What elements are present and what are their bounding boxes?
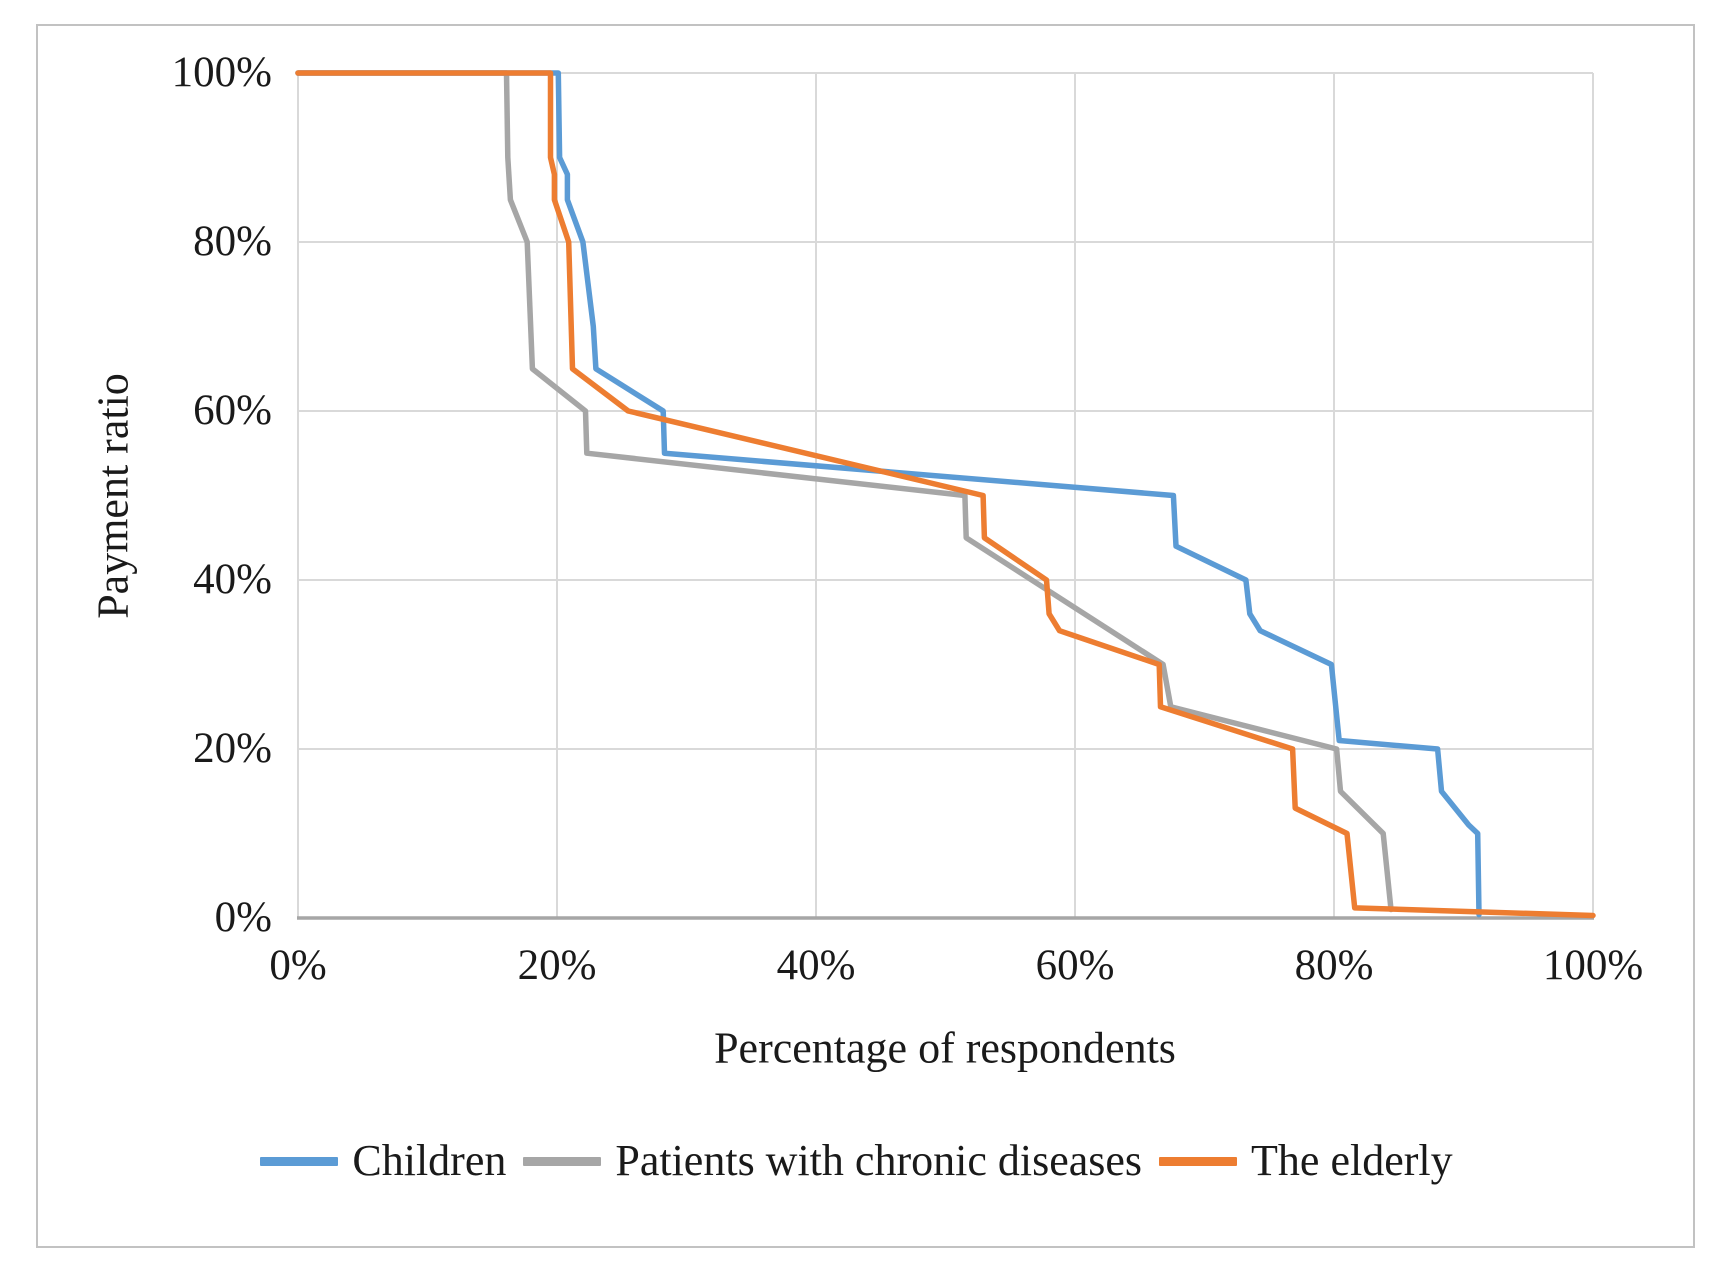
x-tick-label: 20% (517, 942, 597, 989)
legend-label-children: Children (352, 1136, 507, 1185)
chronic-patients-line-swatch (523, 1156, 602, 1166)
series-line-patients-with-chronic-diseases (295, 70, 1394, 913)
x-axis-title: Percentage of respondents (714, 1023, 1176, 1073)
series-line-the-elderly (295, 70, 1596, 919)
x-tick-label: 80% (1294, 942, 1374, 989)
y-axis-title: Payment ratio (88, 373, 138, 619)
y-tick-label: 40% (193, 556, 272, 603)
chart-frame (36, 24, 1695, 1248)
x-tick-label: 40% (776, 942, 856, 989)
y-tick-label: 100% (171, 49, 272, 96)
x-tick-label: 60% (1035, 942, 1115, 989)
x-tick-label: 0% (269, 942, 327, 989)
legend-label-chronic-patients: Patients with chronic diseases (615, 1136, 1143, 1185)
y-tick-label: 80% (193, 218, 272, 265)
legend: Children Patients with chronic diseases … (0, 1132, 1713, 1190)
legend-item-chronic-patients: Patients with chronic diseases (523, 1135, 1142, 1187)
y-tick-label: 60% (193, 387, 272, 434)
x-tick-label: 100% (1542, 942, 1644, 989)
legend-item-children: Children (260, 1135, 506, 1187)
legend-item-elderly: The elderly (1159, 1135, 1453, 1187)
elderly-line-swatch (1159, 1156, 1238, 1166)
legend-label-elderly: The elderly (1251, 1136, 1453, 1185)
y-tick-label: 20% (193, 725, 272, 772)
series-line-children (295, 70, 1482, 918)
y-tick-label: 0% (214, 894, 272, 941)
children-line-swatch (260, 1156, 339, 1166)
